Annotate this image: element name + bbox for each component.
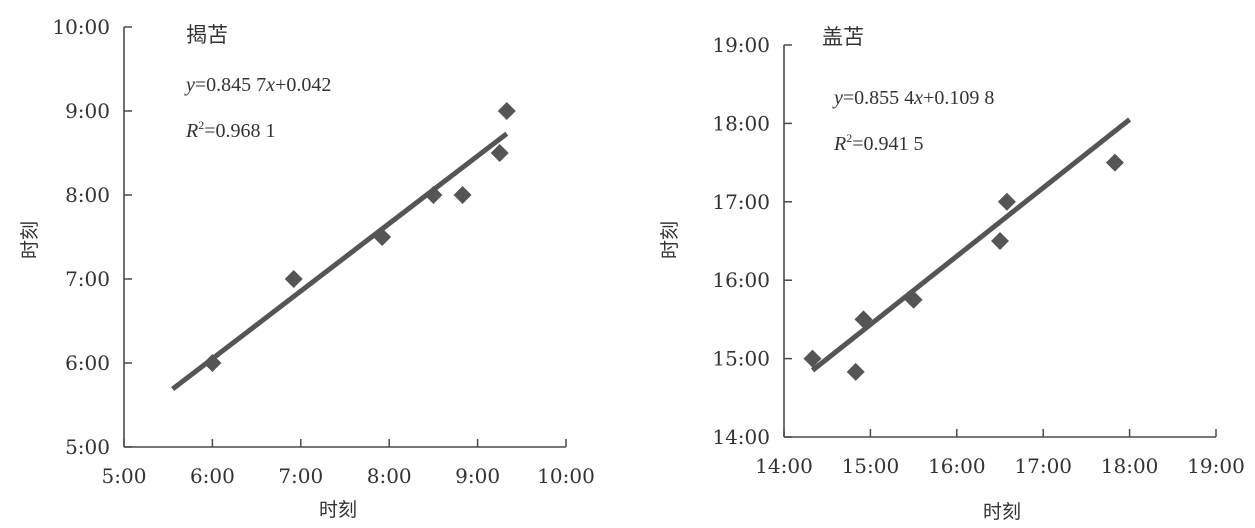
- y-tick-label: 7:00: [65, 267, 110, 291]
- y-tick-labels-right: 14:00 15:00 16:00 17:00 18:00 19:00: [712, 33, 770, 449]
- x-tick-label: 14:00: [755, 454, 813, 478]
- data-point: [997, 192, 1016, 211]
- x-tick-label: 6:00: [190, 464, 235, 488]
- y-tick-label: 18:00: [712, 111, 770, 135]
- x-tick-label: 9:00: [455, 464, 500, 488]
- data-point: [854, 310, 873, 329]
- x-tick-label: 5:00: [102, 464, 147, 488]
- y-tick-label: 17:00: [712, 190, 770, 214]
- x-tick-labels-left: 5:00 6:00 7:00 8:00 9:00 10:00: [102, 464, 595, 488]
- y-axis-left: [123, 26, 132, 448]
- regression-equation-left: y=0.845 7x+0.042: [184, 74, 331, 96]
- y-tick-label: 5:00: [65, 435, 110, 459]
- x-tick-label: 10:00: [537, 464, 595, 488]
- x-tick-label: 8:00: [367, 464, 412, 488]
- y-tick-label: 16:00: [712, 268, 770, 292]
- y-tick-label: 19:00: [712, 33, 770, 57]
- trendline-right: [810, 117, 1132, 373]
- x-tick-label: 7:00: [278, 464, 323, 488]
- points-right: [803, 153, 1124, 381]
- y-tick-label: 14:00: [712, 425, 770, 449]
- trendline: [171, 131, 509, 392]
- trendline: [810, 117, 1132, 373]
- data-point: [453, 186, 472, 204]
- r-squared-right: R2=0.941 5: [833, 131, 924, 155]
- data-point: [803, 349, 822, 368]
- y-axis-title-left: 时刻: [19, 221, 41, 259]
- x-tick-label: 19:00: [1187, 454, 1245, 478]
- chart-right: 14:00 15:00 16:00 17:00 18:00 19:00 14:00 15:0…: [659, 25, 1245, 523]
- x-tick-labels-right: 14:00 15:00 16:00 17:00 18:00 19:00: [755, 454, 1245, 478]
- x-tick-label: 15:00: [842, 454, 900, 478]
- points-left: [203, 102, 516, 372]
- x-axis-title-left: 时刻: [319, 499, 357, 521]
- r-squared-left: R2=0.968 1: [185, 118, 276, 142]
- chart-title-right: 盖苫: [822, 25, 864, 49]
- data-point: [991, 232, 1009, 250]
- y-tick-labels-left: 5:00 6:00 7:00 8:00 9:00 10:00: [52, 15, 110, 459]
- data-point: [846, 362, 865, 381]
- data-point: [497, 102, 516, 120]
- data-point: [284, 270, 303, 288]
- y-tick-label: 8:00: [65, 183, 110, 207]
- x-axis-title-right: 时刻: [983, 501, 1021, 523]
- data-point: [373, 228, 392, 246]
- data-point: [490, 144, 509, 162]
- chart-title-left: 揭苫: [186, 23, 228, 47]
- y-axis-title-right: 时刻: [659, 221, 681, 259]
- y-tick-label: 9:00: [65, 99, 110, 123]
- x-tick-label: 17:00: [1014, 454, 1072, 478]
- x-tick-label: 18:00: [1101, 454, 1159, 478]
- data-point: [424, 186, 443, 204]
- x-tick-label: 16:00: [928, 454, 986, 478]
- regression-equation-right: y=0.855 4x+0.109 8: [832, 87, 994, 109]
- x-axis-right: [783, 429, 1217, 438]
- y-axis-right: [783, 44, 792, 438]
- x-axis-left: [123, 439, 567, 448]
- data-point: [904, 290, 923, 309]
- y-tick-label: 15:00: [712, 347, 770, 371]
- trendline-left: [171, 131, 509, 392]
- chart-left: 5:00 6:00 7:00 8:00 9:00 10:00 5:00 6:00 7:00 8:…: [19, 15, 595, 521]
- data-point: [203, 354, 222, 372]
- data-point: [1105, 153, 1124, 172]
- y-tick-label: 10:00: [52, 15, 110, 39]
- y-tick-label: 6:00: [65, 351, 110, 375]
